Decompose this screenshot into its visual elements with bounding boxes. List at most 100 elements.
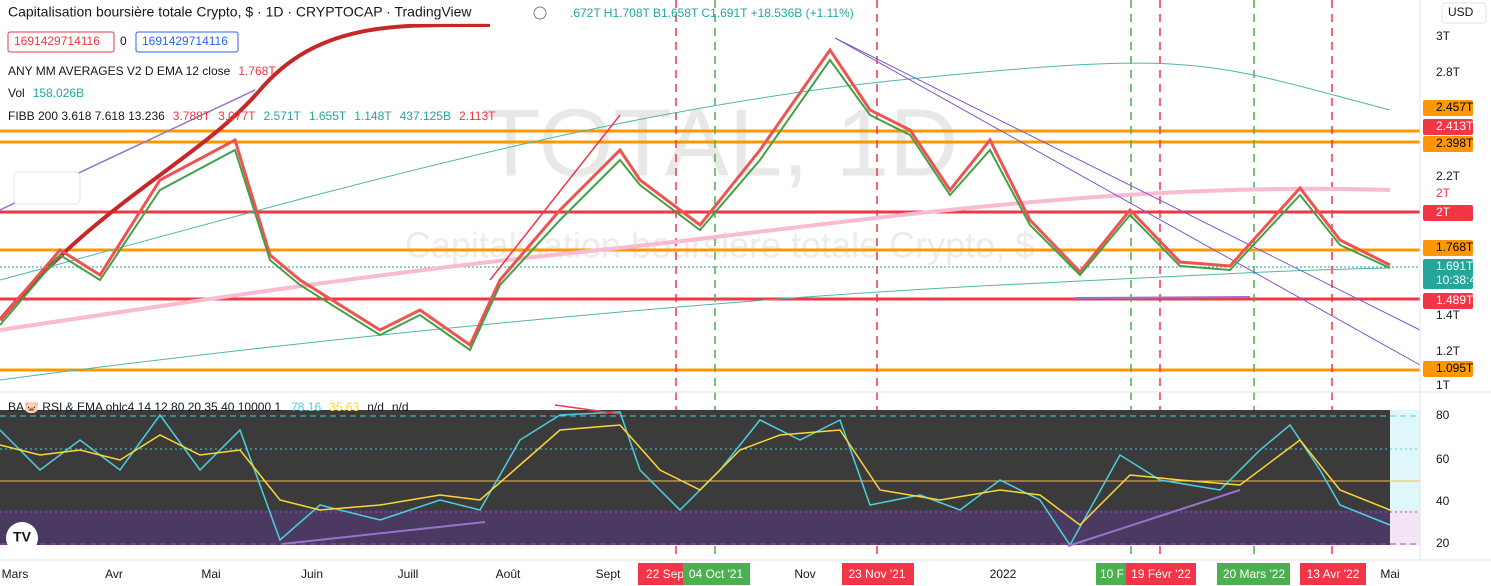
price-label: 1.2T — [1436, 344, 1461, 358]
time-label: Mai — [1380, 567, 1399, 581]
price-label: 1.768T — [1436, 240, 1474, 254]
rsi-axis: 80 60 40 20 — [1436, 408, 1450, 550]
rsi-axis-label: 20 — [1436, 536, 1450, 550]
rsi-zone — [1390, 510, 1420, 545]
date-tag — [1126, 563, 1196, 585]
time-label: Août — [496, 567, 521, 581]
trend-line — [834, 37, 1421, 331]
price-tag — [1423, 273, 1473, 289]
indicator-value: 1.148T — [354, 109, 392, 123]
time-label: Juill — [398, 567, 419, 581]
drawing-toolbar[interactable] — [13, 171, 81, 205]
rsi-zone — [0, 510, 1390, 545]
indicator-value: 35.63 — [329, 400, 359, 414]
trend-line — [834, 37, 1421, 366]
logo[interactable] — [6, 522, 38, 554]
time-label: Sept — [596, 567, 621, 581]
price-label: 2.2T — [1436, 169, 1461, 183]
date-tag — [842, 563, 914, 585]
price-label: 1.691T — [1436, 259, 1474, 273]
date-tag — [683, 563, 750, 585]
drawings — [0, 22, 1421, 381]
trend-line — [554, 404, 621, 415]
time-label: 10 F — [1100, 567, 1124, 581]
price-label: 2.457T — [1436, 100, 1474, 114]
indicator-value: 1.768T — [238, 64, 276, 78]
indicator-value: n/d — [392, 400, 409, 414]
price-tag — [1423, 119, 1473, 135]
indicator-value: 2.113T — [459, 109, 496, 123]
price-tag — [1423, 136, 1473, 152]
rsi-axis-label: 80 — [1436, 408, 1450, 422]
time-label: 19 Févr '22 — [1131, 567, 1191, 581]
price-ema — [0, 47, 1391, 348]
price-tag — [1423, 205, 1473, 221]
rsi-zone — [0, 410, 1390, 510]
time-label: Juin — [301, 567, 323, 581]
currency-select[interactable] — [1441, 2, 1487, 24]
time-label: 2022 — [990, 567, 1017, 581]
indicator-label[interactable]: ANY MM AVERAGES V2 D EMA 12 close — [8, 64, 231, 78]
input-value[interactable]: 1691429714116 — [142, 34, 228, 48]
legend: Capitalisation boursière totale Crypto, … — [0, 2, 1487, 554]
band — [0, 62, 1391, 281]
price-label: 2T — [1436, 186, 1451, 200]
time-label: 13 Avr '22 — [1307, 567, 1360, 581]
indicator-value: 3.077T — [218, 109, 256, 123]
time-label: Mai — [201, 567, 220, 581]
trend-line — [1067, 489, 1241, 547]
time-label: 04 Oct '21 — [689, 567, 744, 581]
rsi-pane — [0, 391, 1491, 547]
price-label: 2T — [1436, 205, 1451, 219]
price-label: 1.489T — [1436, 293, 1474, 307]
status-icon[interactable] — [533, 6, 547, 20]
time-axis: Mars Avr Mai Juin Juill Août Sept 22 Sep 04 Oct … — [2, 563, 1400, 585]
date-tag — [1300, 563, 1366, 585]
time-label: 22 Sep — [646, 567, 684, 581]
indicator-value: 158.026B — [33, 86, 84, 100]
input-value: 0 — [120, 34, 127, 48]
price-tag — [1423, 100, 1473, 116]
trend-line — [1074, 296, 1251, 299]
price-label: 1.095T — [1436, 361, 1474, 375]
indicator-value: 1.655T — [309, 109, 347, 123]
date-tag — [1217, 563, 1290, 585]
time-label: 23 Nov '21 — [849, 567, 906, 581]
currency[interactable]: USD — [1448, 5, 1474, 19]
price-ema — [0, 58, 1391, 352]
indicator-label[interactable]: Vol — [8, 86, 25, 100]
rsi-zone — [1390, 410, 1420, 510]
input-box[interactable] — [7, 31, 115, 53]
price-label: 1.4T — [1436, 308, 1461, 322]
trend-line — [489, 114, 621, 281]
ohlc: .672T H1.708T B1.658T C1.691T +18.536B (… — [570, 6, 854, 20]
price-label: 2.413T — [1436, 119, 1474, 133]
price-label: 2.8T — [1436, 65, 1461, 79]
moving-average — [0, 186, 1391, 332]
moving-average — [0, 22, 491, 322]
indicator-value: 78.16 — [291, 400, 321, 414]
price-axis: 3T 2.8T 2.457T 2.413T 2.398T 2.2T 2T 2T 1.768T 1.… — [1423, 29, 1483, 392]
indicator-legends: ANY MM AVERAGES V2 D EMA 12 close 1.768T V… — [8, 64, 496, 414]
price-tag — [1423, 361, 1473, 377]
symbol-title[interactable]: Capitalisation boursière totale Crypto, … — [8, 4, 472, 20]
price-tag — [1423, 259, 1473, 275]
input-value[interactable]: 1691429714116 — [14, 34, 100, 48]
indicator-label[interactable]: FIBB 200 3.618 7.618 13.236 — [8, 109, 165, 123]
price-tag — [1423, 240, 1473, 256]
time-label: 20 Mars '22 — [1223, 567, 1286, 581]
time-label: Mars — [2, 567, 29, 581]
price-tag — [1423, 293, 1473, 309]
time-label: Avr — [105, 567, 123, 581]
band — [0, 267, 1391, 381]
rsi-axis-label: 60 — [1436, 452, 1450, 466]
input-box[interactable] — [135, 31, 239, 53]
rsi-ema — [0, 424, 1391, 526]
price-label: 3T — [1436, 29, 1451, 43]
price-label: 2.398T — [1436, 136, 1474, 150]
indicator-value: 437.125B — [400, 109, 451, 123]
indicator-label[interactable]: BA🐷 RSI & EMA ohlc4 14 12 80 20 35 40 10… — [8, 400, 281, 414]
trend-line — [281, 521, 486, 545]
date-tag — [1096, 563, 1128, 585]
